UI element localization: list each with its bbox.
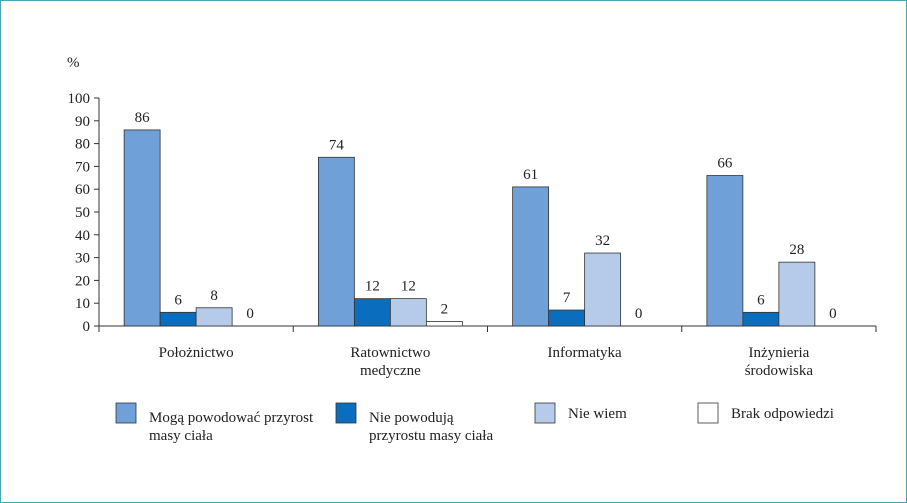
bar bbox=[584, 252, 622, 327]
y-tick-label: 90 bbox=[75, 114, 90, 130]
value-label: 12 bbox=[365, 279, 380, 295]
bar bbox=[512, 186, 550, 327]
value-label: 32 bbox=[595, 233, 610, 249]
bar bbox=[742, 311, 780, 327]
x-tick-label: Położnictwo bbox=[158, 345, 234, 361]
value-label: 0 bbox=[635, 306, 643, 322]
legend-swatch bbox=[335, 402, 357, 424]
bar bbox=[778, 261, 816, 327]
value-label: 8 bbox=[210, 288, 218, 304]
legend-swatch bbox=[115, 402, 137, 424]
bar bbox=[353, 298, 391, 327]
value-label: 6 bbox=[174, 292, 182, 308]
legend-swatch bbox=[534, 402, 556, 424]
y-tick-label: 100 bbox=[68, 91, 91, 107]
bar bbox=[389, 298, 427, 327]
legend-label: Nie powodują przyrostu masy ciała bbox=[369, 410, 494, 444]
value-label: 66 bbox=[717, 156, 733, 172]
legend-swatch bbox=[697, 402, 719, 424]
value-label: 6 bbox=[757, 292, 765, 308]
value-label: 0 bbox=[829, 306, 837, 322]
value-label: 74 bbox=[329, 137, 345, 153]
y-tick-label: 80 bbox=[75, 137, 90, 153]
legend-label: Mogą powodować przyrost masy ciała bbox=[149, 410, 314, 444]
value-label: 28 bbox=[789, 242, 804, 258]
bar bbox=[706, 175, 744, 327]
bar bbox=[159, 311, 197, 327]
y-tick-label: 0 bbox=[83, 319, 91, 335]
y-tick-label: 10 bbox=[75, 296, 90, 312]
bar bbox=[195, 307, 233, 327]
y-axis-label: % bbox=[67, 55, 80, 71]
bar bbox=[317, 156, 355, 327]
value-label: 86 bbox=[135, 110, 151, 126]
y-tick-label: 60 bbox=[75, 182, 90, 198]
value-label: 7 bbox=[563, 290, 571, 306]
x-tick-label: Informatyka bbox=[547, 345, 622, 361]
legend-label: Nie wiem bbox=[568, 406, 627, 422]
bar bbox=[123, 129, 161, 327]
value-label: 0 bbox=[246, 306, 254, 322]
y-tick-label: 20 bbox=[75, 273, 90, 289]
y-tick-label: 70 bbox=[75, 159, 90, 175]
bar bbox=[425, 321, 463, 327]
y-tick-label: 50 bbox=[75, 205, 90, 221]
y-tick-label: 30 bbox=[75, 251, 90, 267]
y-tick-label: 40 bbox=[75, 228, 90, 244]
legend-label: Brak odpowiedzi bbox=[731, 406, 834, 422]
x-tick-label: Inżynieria środowiska bbox=[744, 345, 814, 379]
x-tick-label: Ratownictwo medyczne bbox=[350, 345, 431, 379]
value-label: 2 bbox=[441, 301, 449, 317]
value-label: 12 bbox=[401, 279, 416, 295]
value-label: 61 bbox=[523, 167, 538, 183]
bar bbox=[548, 309, 586, 327]
